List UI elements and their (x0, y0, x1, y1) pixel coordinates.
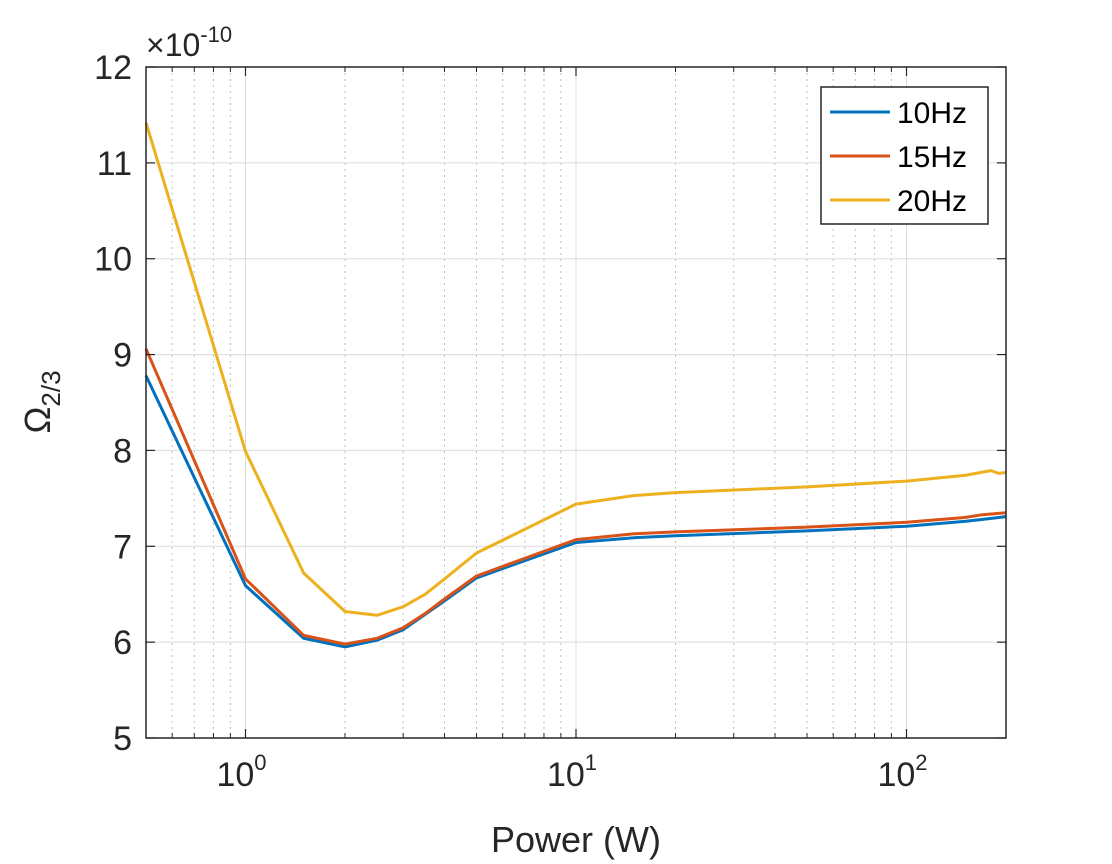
legend: 10Hz 15Hz 20Hz (820, 86, 989, 225)
ticks: 100 101 102 5 6 7 8 9 10 11 12 (94, 49, 1007, 794)
grid (145, 66, 1007, 739)
series-line-10hz (144, 375, 1007, 649)
y-axis-label: Ω2/3 (17, 370, 66, 433)
y-tick-label: 9 (113, 337, 132, 375)
series-line-15hz (144, 348, 1007, 646)
x-tick-label: 102 (877, 750, 927, 794)
y-tick-label: 12 (94, 49, 132, 87)
y-tick-label: 7 (113, 528, 132, 566)
series-lines (144, 122, 1007, 649)
y-tick-label: 10 (94, 241, 132, 279)
y-exponent-label: ×10-10 (146, 22, 232, 63)
y-tick-label: 5 (113, 720, 132, 758)
x-axis-label: Power (W) (491, 819, 661, 860)
y-tick-label: 11 (97, 145, 132, 183)
y-tick-label: 8 (113, 432, 132, 470)
x-tick-label: 100 (216, 750, 266, 794)
y-tick-label: 6 (113, 624, 132, 662)
x-tick-label: 101 (547, 750, 597, 794)
legend-label-15hz: 15Hz (897, 141, 967, 174)
series-line-20hz (144, 122, 1007, 617)
legend-label-10hz: 10Hz (897, 97, 967, 130)
legend-label-20hz: 20Hz (897, 185, 967, 218)
